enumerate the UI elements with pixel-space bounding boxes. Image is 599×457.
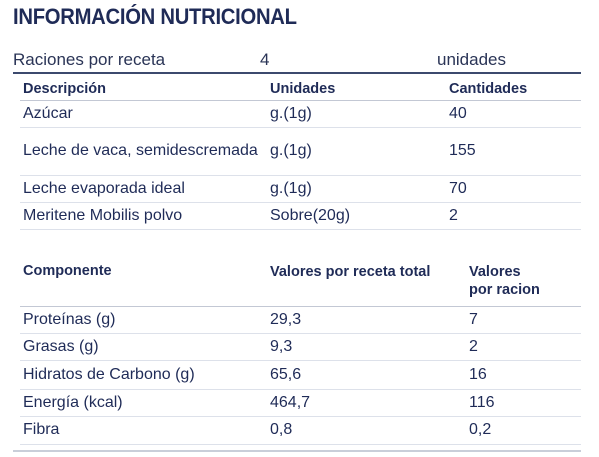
nutrient-per: 2 [466,333,581,361]
ingredients-table: Descripción Unidades Cantidades Azúcar g… [20,78,581,230]
table-row: Energía (kcal) 464,7 116 [20,389,581,417]
raciones-unit: unidades [437,50,507,69]
nutrient-total: 464,7 [267,389,466,417]
nutrients-header-row: Componente Valores por receta total Valo… [20,258,581,307]
nutrient-per: 16 [466,360,581,390]
nutrient-per: 116 [466,389,581,417]
ingredient-name: Azúcar [20,100,267,128]
nutrient-name: Hidratos de Carbono (g) [20,360,267,390]
bottom-divider [13,450,581,452]
ingredient-name: Leche de vaca, semidescremada [20,127,267,176]
ingredient-qty: 155 [446,127,581,176]
header-unidades: Unidades [267,78,446,101]
ingredient-unit: Sobre(20g) [267,202,446,230]
raciones-label: Raciones por receta [13,50,166,69]
nutrient-name: Energía (kcal) [20,389,267,417]
page-title: INFORMACIÓN NUTRICIONAL [13,4,297,29]
ingredient-name: Meritene Mobilis polvo [20,202,267,230]
ingredients-header-row: Descripción Unidades Cantidades [20,78,581,101]
nutrient-total: 0,8 [267,416,466,445]
header-cantidades: Cantidades [446,78,581,101]
nutrient-name: Fibra [20,416,267,445]
nutrient-total: 9,3 [267,333,466,361]
table-row: Fibra 0,8 0,2 [20,416,581,445]
ingredient-qty: 2 [446,202,581,230]
nutrient-total: 65,6 [267,360,466,390]
ingredient-name: Leche evaporada ideal [20,175,267,203]
header-descripcion: Descripción [20,78,267,101]
ingredient-unit: g.(1g) [267,127,446,176]
nutrient-total: 29,3 [267,306,466,334]
ingredient-unit: g.(1g) [267,100,446,128]
header-componente: Componente [20,258,267,307]
nutrient-per: 0,2 [466,416,581,445]
table-row: Leche de vaca, semidescremada g.(1g) 155 [20,127,581,176]
raciones-value: 4 [260,50,270,69]
nutrient-per: 7 [466,306,581,334]
nutrient-name: Proteínas (g) [20,306,267,334]
header-valores-racion: Valores por racion [466,258,581,307]
table-row: Meritene Mobilis polvo Sobre(20g) 2 [20,202,581,230]
raciones-row: Raciones por receta 4 unidades [13,48,581,74]
table-row: Leche evaporada ideal g.(1g) 70 [20,175,581,203]
nutrients-table: Componente Valores por receta total Valo… [20,258,581,445]
nutrient-name: Grasas (g) [20,333,267,361]
ingredient-qty: 70 [446,175,581,203]
table-row: Azúcar g.(1g) 40 [20,100,581,128]
ingredient-qty: 40 [446,100,581,128]
header-valores-receta: Valores por receta total [267,258,466,307]
table-row: Proteínas (g) 29,3 7 [20,306,581,334]
table-row: Grasas (g) 9,3 2 [20,333,581,361]
table-row: Hidratos de Carbono (g) 65,6 16 [20,360,581,390]
ingredient-unit: g.(1g) [267,175,446,203]
